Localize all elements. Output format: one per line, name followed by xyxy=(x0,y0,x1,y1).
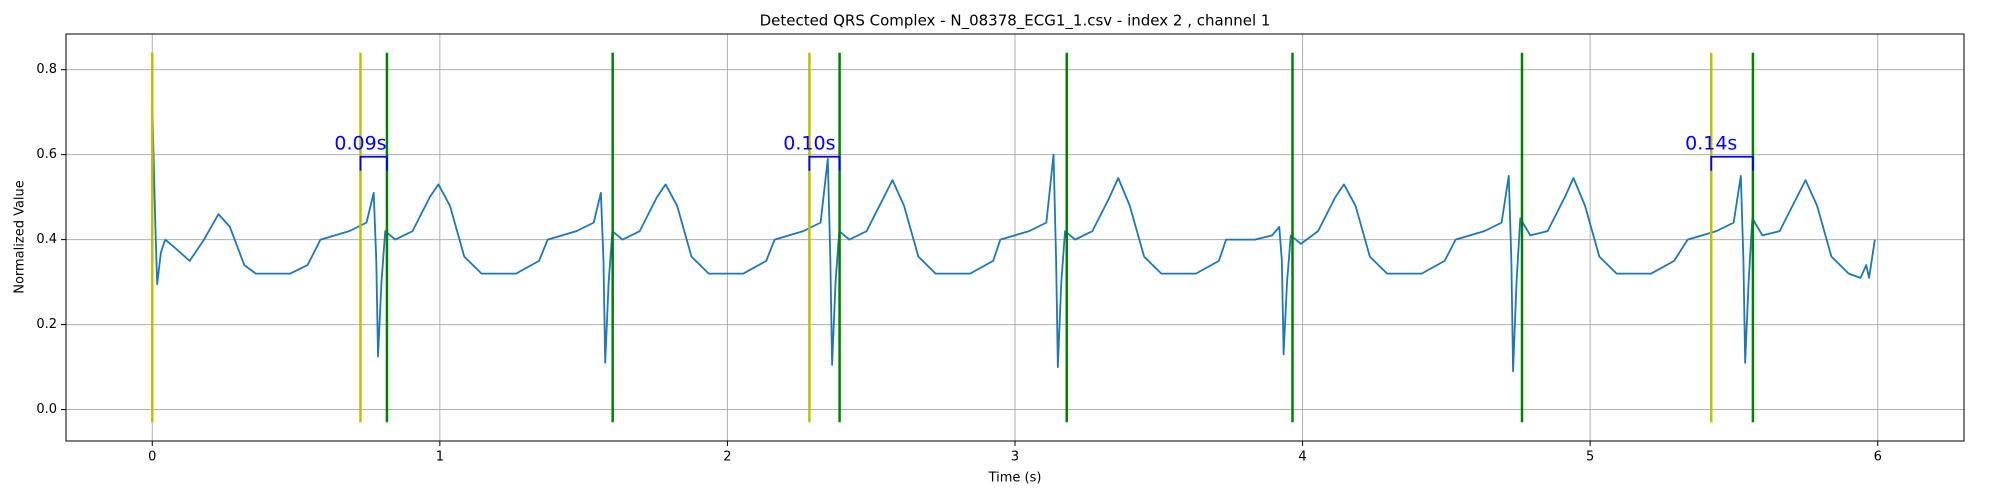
x-tick-label: 6 xyxy=(1874,450,1882,465)
y-tick-label: 0.8 xyxy=(36,62,57,77)
chart-title: Detected QRS Complex - N_08378_ECG1_1.cs… xyxy=(760,12,1271,31)
interval-label: 0.10s xyxy=(783,132,835,154)
signal-line xyxy=(151,103,1876,373)
interval-bracket xyxy=(359,155,388,171)
plot-frame xyxy=(65,33,1965,442)
x-tick-label: 2 xyxy=(723,450,731,465)
interval-label: 0.14s xyxy=(1685,132,1737,154)
interval-bracket xyxy=(1710,155,1754,171)
interval-label: 0.09s xyxy=(334,132,386,154)
y-tick-label: 0.6 xyxy=(36,147,57,162)
x-tick-label: 5 xyxy=(1586,450,1594,465)
x-tick-label: 0 xyxy=(148,450,156,465)
x-tick-label: 4 xyxy=(1298,450,1306,465)
y-tick-label: 0.2 xyxy=(36,317,57,332)
interval-bracket xyxy=(808,155,841,171)
x-tick-label: 3 xyxy=(1011,450,1019,465)
y-tick-label: 0.0 xyxy=(36,402,57,417)
y-tick-label: 0.4 xyxy=(36,232,57,247)
x-axis-label: Time (s) xyxy=(988,471,1042,486)
y-axis-label: Normalized Value xyxy=(13,180,28,294)
x-tick-label: 1 xyxy=(436,450,444,465)
